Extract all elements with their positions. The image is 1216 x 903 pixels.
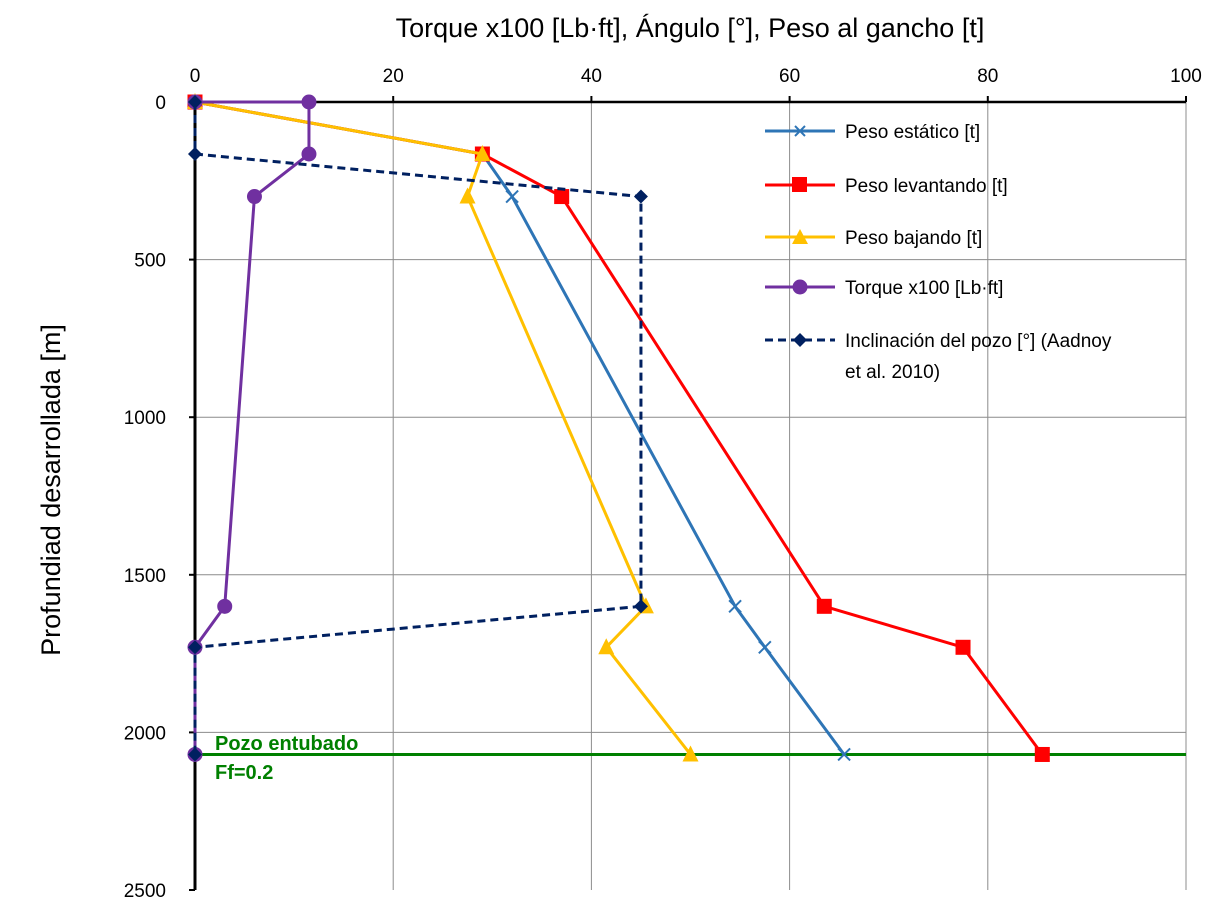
series-1-point-4 bbox=[955, 639, 971, 655]
series-4-point-0 bbox=[188, 95, 202, 109]
legend-marker-peso-levantando bbox=[792, 177, 807, 192]
legend-label-torque: Torque x100 [Lb·ft] bbox=[845, 278, 1003, 299]
x-tick-label-0: 0 bbox=[190, 66, 201, 87]
legend-marker-peso-estatico bbox=[794, 125, 806, 137]
gridlines bbox=[195, 102, 1187, 890]
series-1-point-2 bbox=[554, 189, 570, 205]
series-1-point-3 bbox=[816, 598, 832, 614]
y-tick-label-0: 0 bbox=[155, 93, 166, 114]
legend: Peso estático [t] Peso levantando [t] Pe… bbox=[765, 122, 1112, 383]
chart-title: Torque x100 [Lb·ft], Ángulo [°], Peso al… bbox=[396, 13, 985, 43]
series-4-point-3 bbox=[633, 599, 648, 614]
series-0-point-4 bbox=[758, 640, 772, 655]
series-line-2 bbox=[194, 100, 692, 756]
x-tick-label-1: 20 bbox=[383, 66, 404, 87]
series-2 bbox=[187, 93, 699, 762]
series-4-point-5 bbox=[188, 747, 202, 762]
series-0 bbox=[188, 95, 851, 762]
series-4-point-4 bbox=[188, 640, 202, 655]
reference-label-2: Ff=0.2 bbox=[215, 762, 273, 784]
x-tick-labels: 0 20 40 60 80 100 bbox=[190, 66, 1202, 87]
y-tick-label-4: 2000 bbox=[124, 723, 166, 744]
legend-label-peso-bajando: Peso bajando [t] bbox=[845, 228, 982, 249]
y-tick-label-2: 1000 bbox=[124, 408, 166, 429]
y-tick-label-1: 500 bbox=[134, 251, 166, 272]
legend-label-inclinacion: Inclinación del pozo [°] (Aadnoy bbox=[845, 331, 1112, 352]
x-tick-label-5: 100 bbox=[1170, 66, 1202, 87]
series-4-point-1 bbox=[188, 147, 202, 162]
x-tick-label-2: 40 bbox=[581, 66, 602, 87]
legend-label-peso-estatico: Peso estático [t] bbox=[845, 122, 980, 143]
series-line-4 bbox=[193, 102, 643, 755]
legend-marker-peso-bajando bbox=[792, 229, 808, 244]
series-0-point-2 bbox=[505, 189, 519, 204]
reference-label-1: Pozo entubado bbox=[215, 733, 358, 755]
series-2-point-5 bbox=[682, 745, 699, 762]
series-2-point-1 bbox=[474, 145, 491, 162]
y-tick-label-5: 2500 bbox=[124, 881, 166, 902]
x-tick-label-3: 60 bbox=[779, 66, 800, 87]
series-3 bbox=[187, 94, 317, 762]
legend-marker-inclinacion bbox=[793, 333, 807, 347]
series-3-point-2 bbox=[301, 146, 317, 162]
axes bbox=[189, 96, 1187, 891]
y-tick-label-3: 1500 bbox=[124, 566, 166, 587]
series-line-1 bbox=[194, 100, 1044, 756]
series-3-point-1 bbox=[301, 94, 317, 110]
y-tick-labels: 0 500 1000 1500 2000 2500 bbox=[124, 93, 166, 902]
x-tick-label-4: 80 bbox=[977, 66, 998, 87]
series-4-point-2 bbox=[633, 189, 648, 204]
series-4 bbox=[188, 95, 648, 762]
series-3-point-4 bbox=[217, 598, 233, 614]
series-0-point-5 bbox=[837, 747, 851, 762]
series-2-point-4 bbox=[598, 638, 615, 655]
series-3-point-3 bbox=[246, 189, 262, 205]
legend-label-peso-levantando: Peso levantando [t] bbox=[845, 176, 1008, 197]
legend-label-inclinacion-cont: et al. 2010) bbox=[845, 362, 940, 383]
series-2-point-2 bbox=[459, 187, 476, 204]
legend-marker-torque bbox=[792, 279, 808, 295]
series-line-0 bbox=[194, 100, 846, 756]
series-lines bbox=[187, 93, 1050, 762]
series-1-point-5 bbox=[1034, 746, 1050, 762]
y-axis-label: Profundiad desarrollada [m] bbox=[36, 324, 66, 656]
series-0-point-3 bbox=[728, 599, 742, 614]
